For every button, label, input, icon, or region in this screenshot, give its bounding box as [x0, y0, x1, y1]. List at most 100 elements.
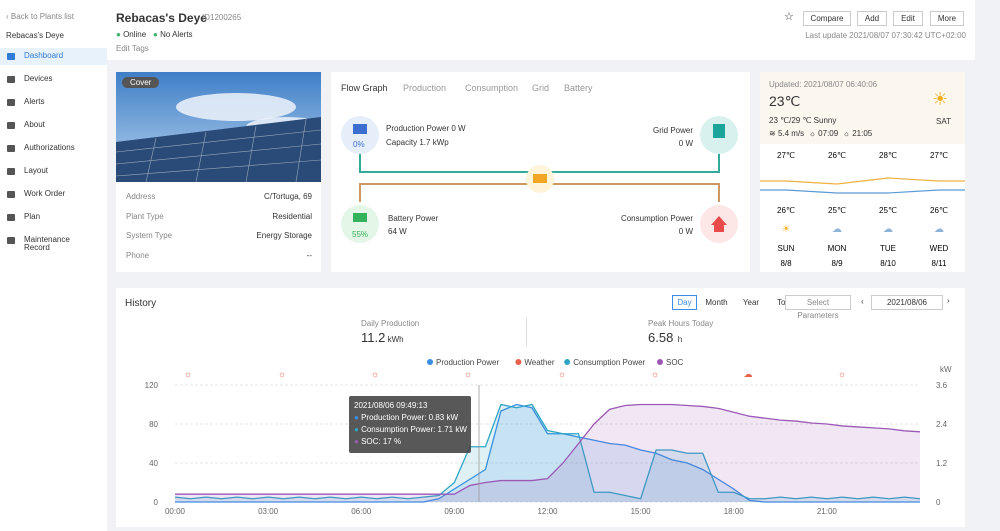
grid-title: Grid Power — [652, 126, 693, 135]
forecast-day: SUN — [778, 244, 795, 253]
menu-icon — [7, 237, 15, 244]
cover-value: -- — [306, 250, 312, 260]
add-button[interactable]: Add — [857, 11, 887, 26]
cover-key: Address — [126, 192, 156, 201]
cover-key: System Type — [126, 231, 173, 240]
battery-value: 64 W — [388, 227, 407, 236]
flow-card: Flow Graph Production Consumption Grid Batte… — [331, 72, 750, 272]
cover-key: Phone — [126, 250, 150, 260]
flow-tab[interactable]: Consumption — [465, 83, 519, 93]
star-icon[interactable]: ☆ — [784, 11, 794, 23]
peak-value: 6.58 — [648, 330, 674, 345]
sun-icon: ☀ — [932, 89, 949, 109]
next-date[interactable]: › — [947, 296, 950, 305]
cover-value: C/Tortuga, 69 — [263, 192, 312, 201]
daily-label: Daily Production — [361, 319, 420, 328]
tooltip-time: 2021/08/06 09:49:13 — [354, 401, 428, 410]
high-curve — [760, 177, 965, 185]
battery-pct: 55% — [352, 230, 369, 239]
menu-item[interactable]: Plan — [24, 212, 41, 221]
forecast-low: 25℃ — [879, 206, 897, 215]
compare-button[interactable]: Compare — [803, 11, 851, 26]
menu-item[interactable]: Alerts — [24, 97, 45, 106]
forecast-date: 8/8 — [780, 259, 792, 268]
sunrise: 07:09 — [818, 129, 839, 138]
cover-image — [116, 72, 321, 182]
menu-icon — [7, 168, 15, 175]
forecast-high: 26℃ — [828, 151, 846, 160]
divider — [526, 318, 527, 346]
daily-value: 11.2 — [361, 330, 386, 345]
production-capacity: Capacity 1.7 kWp — [386, 138, 449, 147]
cover-value: Residential — [272, 211, 312, 221]
cover-card: Cover Address C/Tortuga, 69 Plant Type Resi… — [116, 72, 321, 272]
date-picker[interactable]: 2021/08/06 — [871, 295, 943, 310]
status-alerts: ● No Alerts — [153, 30, 193, 39]
more-button[interactable]: More — [930, 11, 964, 26]
active-menu-bg — [0, 48, 107, 65]
wind: 5.4 m/s — [777, 129, 805, 138]
tooltip: 2021/08/06 09:49:13 ● Production Power: … — [349, 396, 471, 453]
forecast-high: 28℃ — [879, 151, 897, 160]
status-text: No Alerts — [160, 30, 193, 39]
forecast-date: 8/9 — [831, 259, 843, 268]
forecast-high: 27℃ — [777, 151, 795, 160]
tooltip-row: Production Power: 0.83 kW — [361, 413, 459, 422]
cover-value: Energy Storage — [256, 231, 312, 240]
flow-tab[interactable]: Battery — [564, 83, 593, 93]
sunset: 21:05 — [852, 129, 873, 138]
forecast-high: 27℃ — [930, 151, 948, 160]
menu-item[interactable]: Layout — [24, 166, 49, 175]
production-pct: 0% — [353, 140, 365, 149]
forecast-low: 26℃ — [777, 206, 795, 215]
forecast-day: WED — [930, 244, 949, 253]
consumption-title: Consumption Power — [620, 214, 693, 223]
daily-unit: kWh — [387, 335, 404, 344]
edit-tags[interactable]: Edit Tags — [116, 44, 149, 53]
weather-day: SAT — [936, 117, 951, 126]
tooltip-row: Consumption Power: 1.71 kW — [361, 425, 467, 434]
menu-item[interactable]: Authorizations — [24, 143, 75, 152]
weather-card: Updated: 2021/08/07 06:40:06 23℃ 23 ℃/29… — [760, 72, 965, 272]
back-link[interactable]: ‹ Back to Plants list — [6, 12, 75, 21]
flow-tab[interactable]: Grid — [532, 83, 550, 93]
menu-icon — [7, 76, 15, 83]
period-tab[interactable]: Month — [699, 295, 734, 310]
tooltip-row: SOC: 17 % — [361, 437, 402, 446]
forecast-low: 25℃ — [828, 206, 846, 215]
menu-icon — [7, 122, 15, 129]
consumption-label: Consumption Power 0 W — [621, 214, 693, 236]
menu-icon — [7, 214, 15, 221]
flow-tab[interactable]: Production — [403, 83, 447, 93]
daily-value-row: 11.2 kWh — [361, 330, 404, 345]
status-online: ● Online — [116, 30, 147, 39]
menu-icon — [7, 99, 15, 106]
menu-icon — [7, 145, 15, 152]
period-tab[interactable]: Day — [672, 295, 697, 310]
plant-name: Rebacas's Deye — [6, 31, 64, 40]
prev-date[interactable]: ‹ — [861, 297, 864, 306]
plant-title: Rebacas's Deye — [116, 11, 207, 25]
back-text[interactable]: Back to Plants list — [10, 12, 75, 21]
menu-item[interactable]: Dashboard — [24, 51, 64, 60]
menu-item[interactable]: Devices — [24, 74, 53, 83]
edit-button[interactable]: Edit — [893, 11, 923, 26]
forecast-day: TUE — [880, 244, 896, 253]
select-parameters[interactable]: Select Parameters — [785, 295, 851, 320]
menu-item[interactable]: Maintenance Record — [24, 235, 70, 252]
peak-value-row: 6.58 h — [648, 330, 682, 345]
weather-temp: 23℃ — [769, 93, 801, 109]
cover-badge: Cover — [122, 77, 160, 88]
production-power: Production Power 0 W — [386, 124, 466, 133]
flow-tab[interactable]: Flow Graph — [341, 83, 388, 93]
header: Rebacas's Deye ID1200265 ● Online ● No A… — [107, 0, 975, 60]
consumption-value: 0 W — [678, 227, 693, 236]
peak-unit: h — [677, 335, 683, 344]
menu-item[interactable]: Work Order — [24, 189, 66, 198]
weather-top-bg — [760, 72, 965, 144]
forecast-icon: ☁ — [883, 224, 893, 235]
period-tab[interactable]: Year — [736, 295, 766, 310]
menu-item[interactable]: About — [24, 120, 45, 129]
menu-icon — [7, 191, 15, 198]
forecast-low: 26℃ — [930, 206, 948, 215]
